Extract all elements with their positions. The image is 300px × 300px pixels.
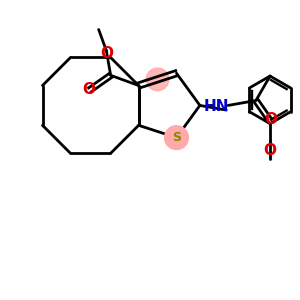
Text: O: O <box>265 112 278 128</box>
Circle shape <box>146 68 169 91</box>
Text: O: O <box>82 82 95 97</box>
Text: O: O <box>100 46 113 61</box>
Text: O: O <box>263 142 277 158</box>
Text: HN: HN <box>203 99 229 114</box>
Circle shape <box>165 126 188 149</box>
Text: S: S <box>172 131 181 144</box>
